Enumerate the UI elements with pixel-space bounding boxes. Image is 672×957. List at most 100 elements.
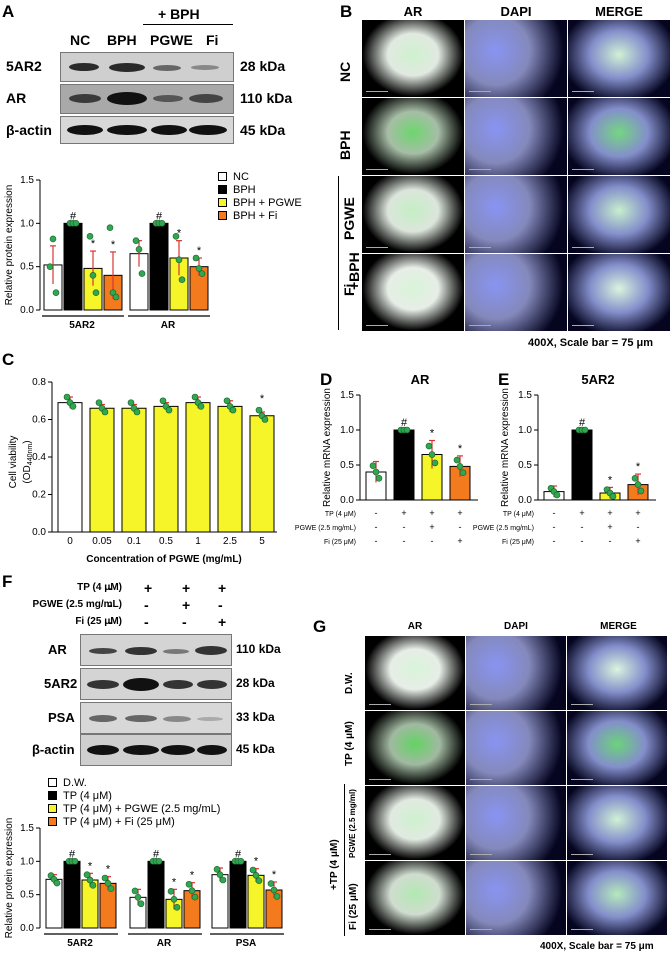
legend-f-label-3: TP (4 μM) + Fi (25 μM): [63, 815, 175, 828]
panel-g-scale-bar: [571, 929, 593, 930]
chart-f-category-label: 5AR2: [67, 938, 93, 949]
chart-f-bar-2-1: [229, 860, 247, 929]
panel-f-treatment-1: PGWE (2.5 mg/mL): [32, 599, 122, 610]
chart-d-treatment-sign: +: [457, 508, 462, 518]
chart-f-bar-0-3-significance-mark: *: [106, 864, 111, 876]
chart-a-bar-1-3-data-point: [192, 254, 200, 262]
chart-d-y-tick-label: 0.5: [340, 460, 354, 471]
chart-a-bar-1-3-data-point: [198, 270, 206, 277]
panel-b-row-nc: NC: [337, 61, 353, 82]
chart-f-bar-1-3-data-point: [188, 887, 196, 894]
chart-f-y-tick-label: 0.5: [20, 890, 34, 901]
legend-f-label-1: TP (4 μM): [63, 789, 112, 802]
chart-c-bar-3-data-point: [165, 406, 173, 414]
chart-c-bar-5-data-point: [229, 406, 237, 414]
chart-f-bar-1-2-data-point: [173, 904, 181, 911]
blot-f-ar-strip: [80, 634, 232, 666]
chart-f-bar-1-1-data-point: [155, 858, 163, 865]
panel-b-scale-bar: [572, 169, 594, 170]
chart-a-bar-0-3-data-point: [106, 224, 114, 231]
panel-g-scale-bar: [369, 779, 391, 780]
panel-f-sign: -: [108, 614, 113, 630]
panel-b-row-bph: BPH: [337, 130, 353, 160]
panel-f-sign: +: [182, 597, 191, 613]
chart-a-y-tick-label: 0.0: [20, 305, 34, 316]
chart-f-bar-0-2-data-point: [83, 871, 91, 878]
panel-b-micrograph-r1-merge: [568, 98, 670, 175]
chart-c-x-tick-label: 5: [259, 536, 265, 547]
chart-f-bar-2-2-data-point: [252, 872, 260, 879]
chart-c-x-tick-label: 0.1: [127, 536, 141, 547]
panel-b-scale-bar: [469, 91, 491, 92]
chart-a-bar-0-1-significance-mark: #: [70, 210, 77, 222]
chart-c-bar-6-data-point: [255, 406, 263, 414]
chart-f-bar-0-0-data-point: [53, 879, 61, 887]
chart-a-bar-1-2-data-point: [178, 276, 186, 283]
blot-actin-kda: 45 kDa: [240, 122, 286, 138]
chart-a-bar-0-0-data-point: [52, 289, 60, 296]
blot-actin-label: β-actin: [6, 122, 52, 138]
chart-a-y-tick-label: 1.0: [20, 218, 34, 229]
blot-f-5ar2-label: 5AR2: [44, 676, 78, 691]
panel-g-micrograph-r3-merge: [567, 861, 667, 935]
chart-a-bar-0-0-data-point: [46, 263, 54, 270]
blot-f-psa-label: PSA: [48, 710, 75, 725]
chart-e-bar-1: [571, 429, 593, 501]
chart-d-treatment-sign: -: [403, 522, 406, 532]
legend-a-swatch-fi: [218, 211, 227, 220]
chart-f-bar-2-1-significance-mark: #: [235, 848, 242, 860]
chart-d-treatment-sign: -: [459, 522, 462, 532]
chart-c-bar-5-data-point: [223, 397, 231, 405]
chart-f-bar-0-2-data-point: [86, 876, 94, 884]
chart-e-title: 5AR2: [581, 372, 614, 387]
panel-g-scale-bar: [470, 779, 492, 780]
chart-f: 0.0 0.5 1.0 1.5 Relative protein expression #…: [4, 818, 284, 949]
chart-d-bar-3-data-point: [453, 456, 461, 464]
panel-b-micrograph-r2-merge: [568, 176, 670, 253]
panel-b-micrograph-r2-ar: [362, 176, 464, 253]
chart-f-bar-0-0: [45, 878, 63, 929]
chart-f-bar-2-2-data-point: [249, 866, 257, 874]
chart-c-y-tick-label: 0.8: [32, 377, 46, 388]
chart-e-y-tick-label: 0.0: [518, 495, 532, 506]
panel-f-blot-actin: β-actin 45 kDa: [0, 734, 300, 774]
chart-e-treatment-label: Fi (25 μM): [502, 539, 534, 546]
chart-f-bar-1-0-data-point: [134, 894, 142, 901]
chart-e-treatment-sign: -: [553, 522, 556, 532]
blot-ar-strip: [60, 84, 234, 114]
panel-g-letter: G: [313, 617, 327, 636]
chart-e-bar-3-data-point: [637, 487, 645, 495]
panel-g-micrograph-r2-ar: [365, 786, 465, 860]
chart-c-x-label: Concentration of PGWE (mg/mL): [86, 554, 242, 565]
lane-label-bph: BPH: [107, 32, 137, 48]
panel-b-micrograph-r0-merge: [568, 20, 670, 97]
panel-e-letter: E: [498, 370, 510, 389]
panel-g-scale-bar: [470, 929, 492, 930]
chart-e-bar-3-data-point: [634, 481, 642, 488]
chart-c-bar-1-data-point: [101, 408, 109, 416]
chart-a-bar-1-1-data-point: [158, 220, 166, 227]
chart-e-bar-1-data-point: [581, 426, 589, 434]
chart-c-x-tick-label: 2.5: [223, 536, 237, 547]
chart-f-bar-0-2-data-point: [89, 882, 97, 889]
blot-f-ar-kda: 110 kDa: [236, 642, 281, 656]
blot-f-5ar2-kda: 28 kDa: [236, 676, 275, 690]
legend-f-item-3: TP (4 μM) + Fi (25 μM): [48, 815, 220, 828]
chart-d-bar-3-data-point: [459, 469, 467, 476]
blot-f-5ar2-strip: [80, 668, 232, 700]
legend-a-item-fi: BPH + Fi: [218, 209, 302, 222]
chart-a-bar-0-1: [63, 222, 83, 311]
chart-c-y-tick-label: 0.4: [32, 452, 46, 463]
panel-g-caption: 400X, Scale bar = 75 μm: [540, 941, 654, 952]
chart-f-y-tick-label: 1.5: [20, 823, 34, 834]
panel-b-micrograph-r0-ar: [362, 20, 464, 97]
chart-e-treatment-sign: +: [607, 508, 612, 518]
chart-f-bar-1-3-significance-mark: *: [190, 870, 195, 882]
chart-c-bar-1-data-point: [95, 399, 103, 406]
blot-f-psa-kda: 33 kDa: [236, 710, 275, 724]
chart-e-bar-1-significance-mark: #: [579, 417, 586, 429]
chart-c-x-tick-label: 0: [67, 536, 73, 547]
panel-g-row-fi: Fi (25 μM): [348, 883, 359, 930]
chart-f-bar-0-3-data-point: [104, 880, 112, 887]
legend-a-label-pgwe: BPH + PGWE: [233, 196, 302, 209]
